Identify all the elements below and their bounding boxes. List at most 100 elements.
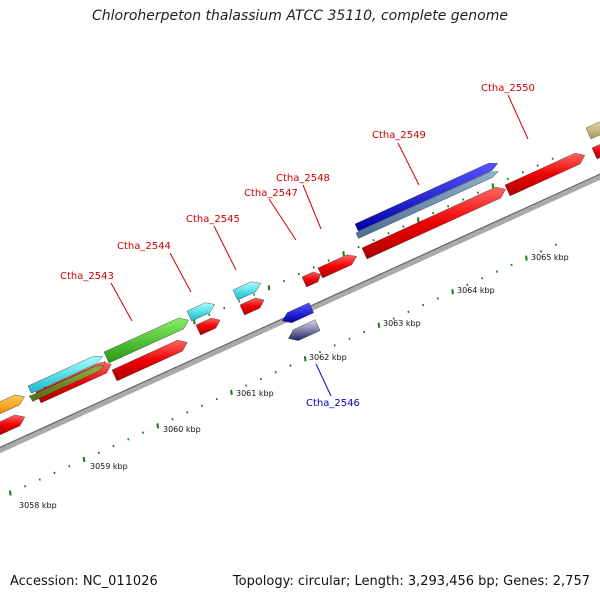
gene-label-ctha-2545[interactable]: Ctha_2545 [186, 214, 240, 225]
scale-tick [259, 377, 263, 381]
scale-tick [9, 490, 12, 496]
scale-tick [171, 417, 174, 421]
kbp-label: 3063 kbp [383, 319, 421, 328]
cds-arrow [0, 414, 26, 436]
cog-arrow [585, 121, 600, 140]
label-leaders [110, 94, 529, 397]
kbp-label: 3061 kbp [236, 389, 274, 398]
outer-tick [238, 300, 241, 303]
gene-label-ctha-2546[interactable]: Ctha_2546 [306, 398, 360, 409]
outer-tick [402, 225, 405, 228]
cog-arrow [355, 171, 499, 239]
scale-tick [97, 451, 100, 454]
outer-tick [357, 245, 360, 249]
cog-arrow [186, 302, 216, 322]
outer-tick [312, 266, 315, 269]
outer-tick [372, 238, 375, 242]
outer-tick [461, 198, 465, 201]
cog-arrow [103, 317, 189, 364]
outer-tick [476, 191, 480, 194]
scale-tick [540, 250, 543, 253]
reverse-cds-arrow [281, 302, 314, 323]
scale-tick [554, 243, 557, 246]
scale-tick [348, 337, 351, 340]
kbp-label: 3058 kbp [19, 501, 57, 510]
scale-tick [215, 397, 218, 401]
outer-tick [387, 232, 390, 235]
scale-tick [407, 310, 410, 314]
outer-tick [282, 279, 285, 283]
cds-arrow [111, 339, 188, 382]
scale-tick [245, 384, 248, 387]
outer-tick [297, 272, 300, 276]
scale-tick [82, 456, 86, 463]
outer-tick [447, 205, 450, 208]
scale-tick [451, 289, 454, 295]
scale-tick [525, 255, 528, 261]
leader-ctha-2546 [315, 363, 332, 397]
cds-arrow [239, 297, 265, 316]
cog-arrow [354, 162, 499, 232]
leader-ctha-2548 [302, 184, 322, 230]
cds-arrow [504, 152, 586, 197]
gene-label-ctha-2550[interactable]: Ctha_2550 [481, 83, 535, 94]
leader-ctha-2544 [169, 252, 192, 293]
scale-tick [230, 389, 233, 395]
outer-tick [342, 251, 345, 257]
outer-tick [551, 157, 554, 160]
scale-tick [481, 277, 484, 280]
gene-label-ctha-2548[interactable]: Ctha_2548 [276, 173, 330, 184]
cds-arrow [301, 271, 321, 288]
scale-tick [466, 283, 469, 287]
cog-arrow [232, 281, 262, 301]
scale-tick [363, 330, 366, 334]
outer-tick [253, 293, 256, 296]
kbp-label: 3062 kbp [309, 353, 347, 362]
scale-tick [274, 371, 277, 374]
kbp-label: 3060 kbp [163, 425, 201, 434]
scale-tick [38, 478, 41, 481]
outer-tick [223, 306, 226, 310]
scale-tick [141, 431, 145, 434]
scale-tick [156, 423, 160, 429]
cds-arrow [361, 186, 506, 260]
outer-tick [432, 211, 435, 215]
kbp-label: 3059 kbp [90, 462, 128, 471]
outer-tick [208, 313, 211, 317]
gene-label-ctha-2544[interactable]: Ctha_2544 [117, 241, 171, 252]
cog-arrow [27, 355, 103, 394]
gene-label-ctha-2543[interactable]: Ctha_2543 [60, 271, 114, 282]
scale-tick [422, 303, 425, 307]
scale-tick [377, 322, 381, 328]
reverse-cds-arrow [288, 319, 321, 341]
scale-tick [127, 438, 130, 441]
scale-tick [112, 444, 115, 448]
outer-tick [327, 259, 330, 262]
scale-tick [200, 404, 204, 408]
scale-tick [392, 317, 395, 320]
scale-tick [436, 297, 439, 300]
map-title: Chloroherpeton thalassium ATCC 35110, co… [92, 8, 508, 24]
outer-tick [491, 183, 495, 189]
gene-label-ctha-2547[interactable]: Ctha_2547 [244, 188, 298, 199]
leader-ctha-2549 [397, 142, 420, 186]
scale-tick [186, 411, 189, 414]
scale-tick [495, 270, 498, 273]
outer-tick [521, 171, 524, 174]
leader-ctha-2545 [213, 225, 237, 271]
gene-label-ctha-2549[interactable]: Ctha_2549 [372, 130, 426, 141]
scale-tick [510, 263, 513, 267]
cds-arrow [591, 144, 600, 160]
scale-tick [303, 356, 307, 362]
genome-summary-text: Topology: circular; Length: 3,293,456 bp… [232, 574, 590, 589]
cog-arrow [29, 365, 105, 402]
gene-features [0, 121, 600, 436]
scale-tick [318, 350, 322, 354]
kbp-label: 3065 kbp [531, 253, 569, 262]
outer-tick [267, 285, 271, 291]
scale-tick [23, 485, 27, 488]
cog-arrow [0, 394, 25, 415]
kbp-label: 3064 kbp [457, 286, 495, 295]
leader-ctha-2543 [110, 282, 133, 322]
cds-arrow [195, 317, 221, 336]
